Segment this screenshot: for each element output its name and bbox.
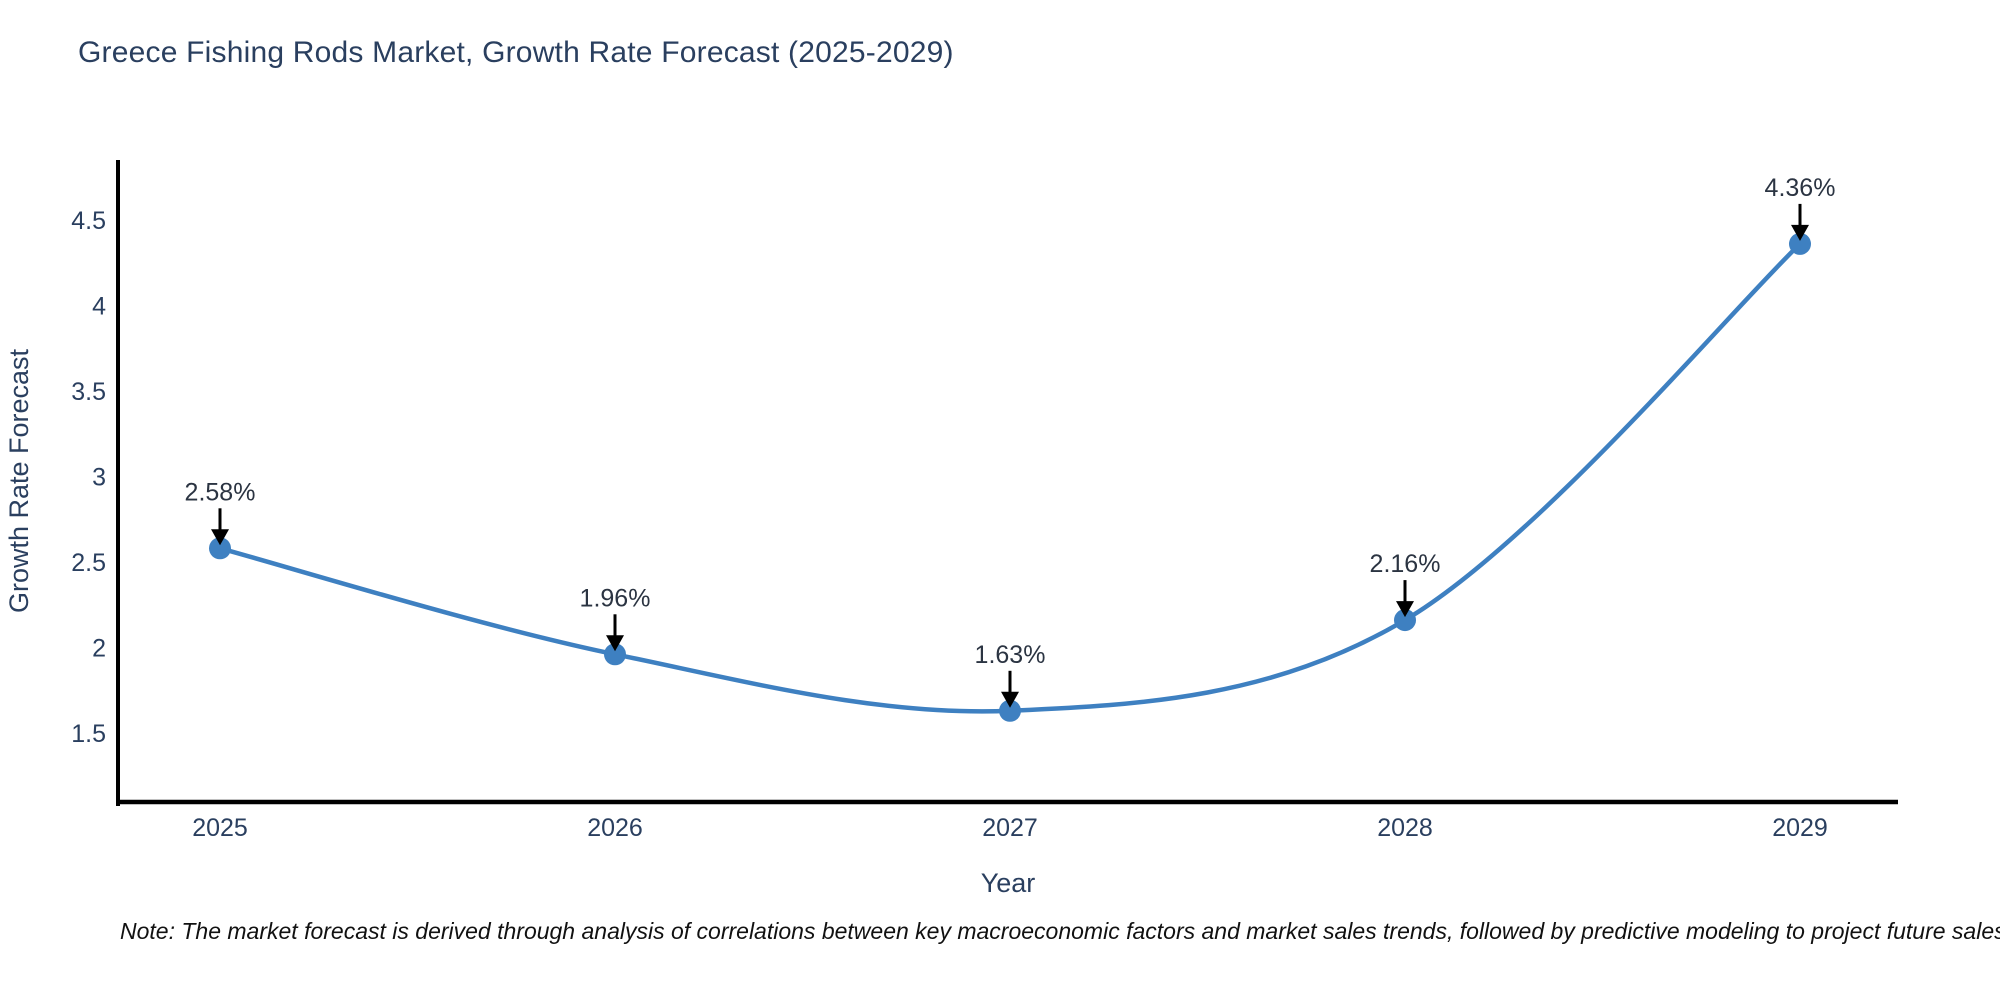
point-annotations: 2.58% 1.96% 1.63% 2.16% 4.36% xyxy=(185,174,1836,708)
point-annotation: 1.63% xyxy=(975,641,1046,708)
x-axis-ticks: 2025 2026 2027 2028 2029 xyxy=(192,814,1828,842)
annotation-arrow-head xyxy=(1001,691,1019,708)
y-tick-label: 1.5 xyxy=(71,720,106,748)
y-axis-title: Growth Rate Forecast xyxy=(4,348,34,613)
point-value-label: 1.63% xyxy=(975,641,1046,669)
x-tick-label: 2028 xyxy=(1377,814,1433,842)
x-tick-label: 2029 xyxy=(1772,814,1828,842)
x-tick-label: 2026 xyxy=(587,814,643,842)
x-axis-title: Year xyxy=(981,868,1036,898)
annotation-arrow-head xyxy=(211,529,229,546)
data-point-marker[interactable] xyxy=(209,537,231,560)
y-tick-label: 3 xyxy=(92,464,106,492)
y-tick-label: 2 xyxy=(92,635,106,663)
annotation-arrow-head xyxy=(606,635,624,652)
point-value-label: 4.36% xyxy=(1765,174,1836,202)
annotation-arrow-head xyxy=(1396,601,1414,618)
data-point-marker[interactable] xyxy=(604,643,626,666)
annotation-arrow-head xyxy=(1791,224,1809,241)
y-axis-ticks: 1.5 2 2.5 3 3.5 4 4.5 xyxy=(71,207,106,748)
x-tick-label: 2027 xyxy=(982,814,1038,842)
y-tick-label: 3.5 xyxy=(71,378,106,406)
data-point-marker[interactable] xyxy=(1789,232,1811,255)
point-annotation: 2.16% xyxy=(1370,550,1441,618)
point-annotation: 1.96% xyxy=(580,584,651,652)
point-annotation: 2.58% xyxy=(185,478,256,546)
x-tick-label: 2025 xyxy=(192,814,248,842)
point-annotation: 4.36% xyxy=(1765,174,1836,241)
y-tick-label: 4.5 xyxy=(71,207,106,235)
data-point-marker[interactable] xyxy=(999,699,1021,722)
point-value-label: 1.96% xyxy=(580,584,651,612)
footnote: Note: The market forecast is derived thr… xyxy=(120,918,2000,944)
y-tick-label: 4 xyxy=(92,293,106,321)
series-markers xyxy=(209,232,1811,722)
point-value-label: 2.16% xyxy=(1370,550,1441,578)
y-tick-label: 2.5 xyxy=(71,549,106,577)
data-point-marker[interactable] xyxy=(1394,609,1416,632)
chart-title: Greece Fishing Rods Market, Growth Rate … xyxy=(78,36,954,69)
point-value-label: 2.58% xyxy=(185,478,256,506)
